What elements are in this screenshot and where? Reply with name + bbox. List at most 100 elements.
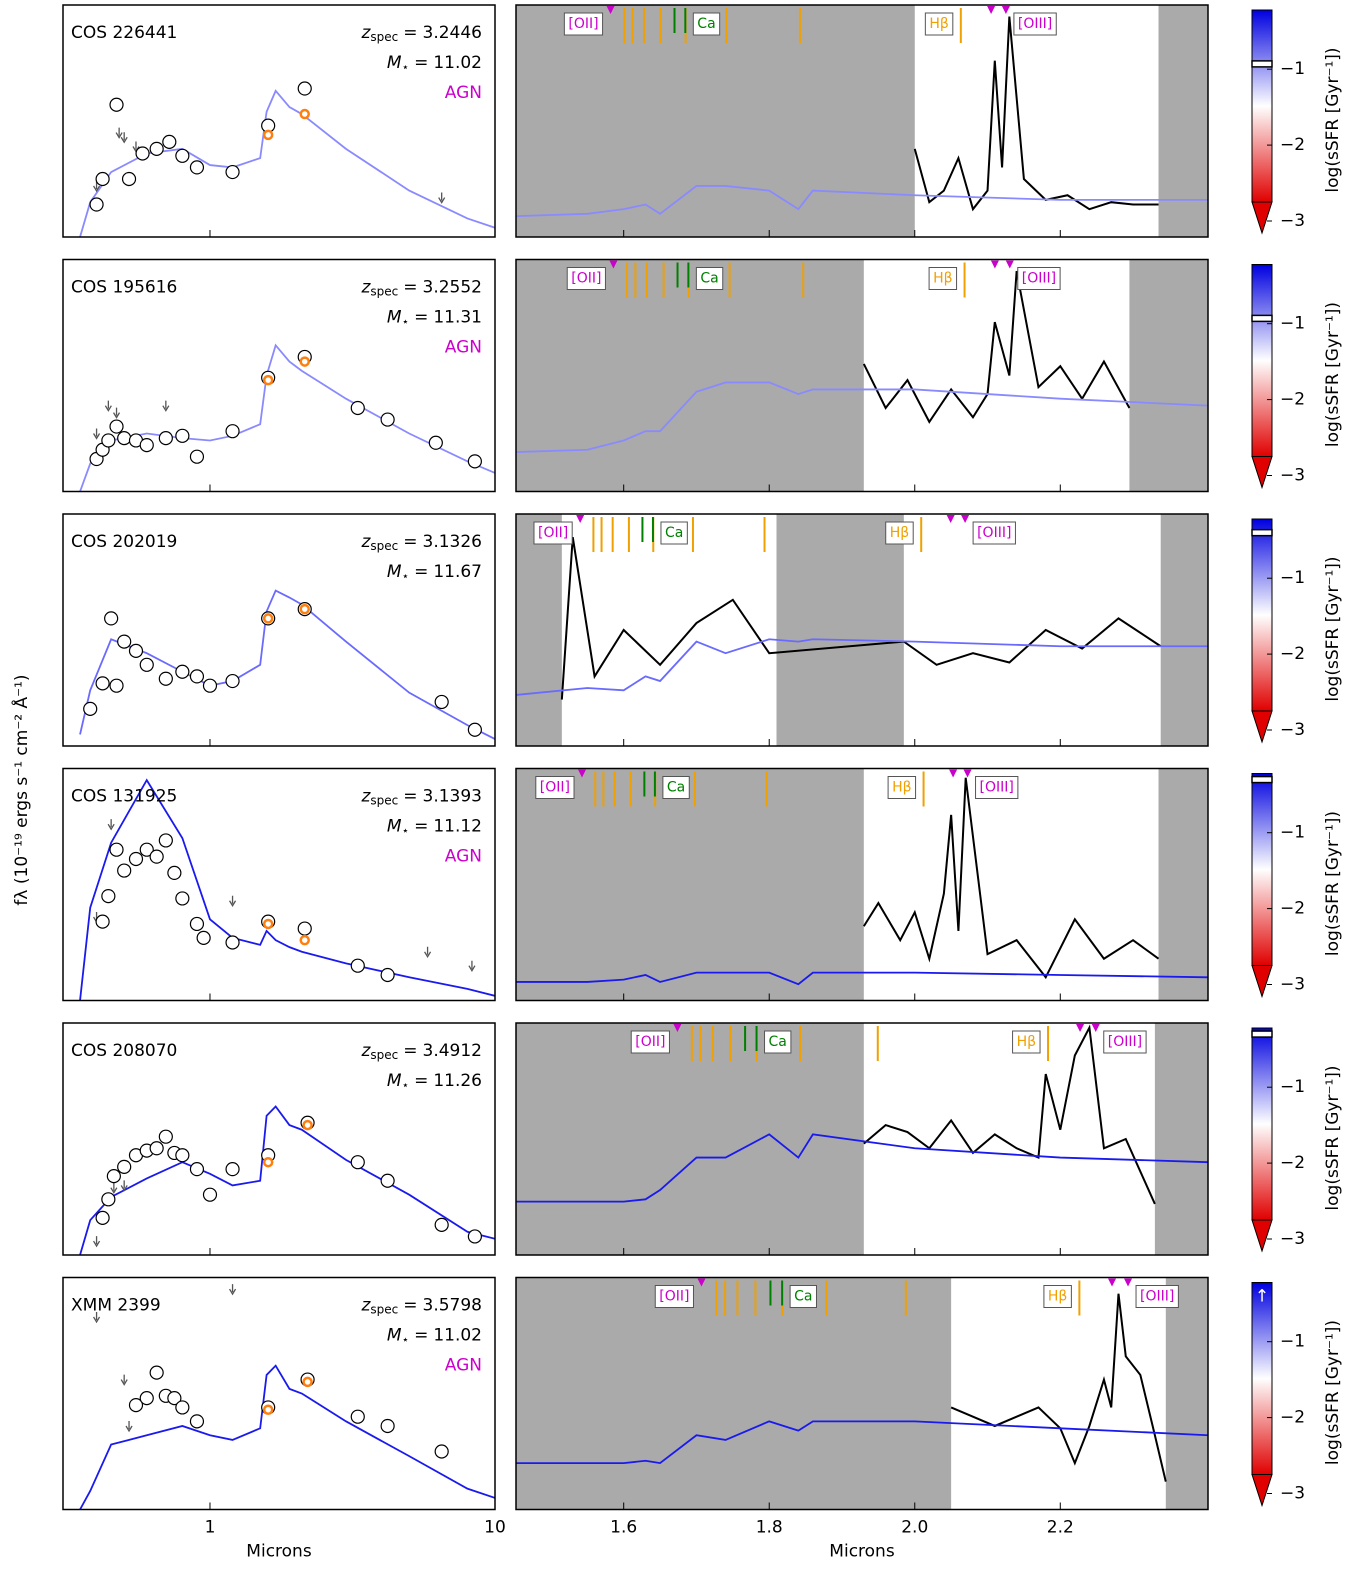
object-name: COS 131925: [71, 787, 177, 807]
photometry-point: [158, 1129, 173, 1144]
photometry-point: [175, 891, 190, 906]
colorbar-label: log(sSFR [Gyr⁻¹]): [1323, 47, 1343, 192]
upper-limit: [438, 192, 446, 204]
line-marker: [946, 515, 955, 523]
photometry-point: [467, 722, 482, 737]
x-tick-label: 1: [205, 1518, 216, 1538]
colorbar-tick-label: −3: [1280, 466, 1305, 486]
spectral-feature: Hβ: [1043, 1280, 1081, 1316]
photometry-point: [297, 921, 312, 936]
photometry-point: [139, 657, 154, 672]
upper-limit: [228, 895, 237, 908]
object-name: COS 202019: [71, 532, 177, 552]
feature-label-box: [924, 12, 954, 36]
spectral-feature: [OIII]: [946, 515, 1016, 545]
spectral-feature: Ca: [673, 8, 721, 36]
mass-value: 11.02: [433, 1326, 482, 1346]
redshift: zspec = 3.1326: [360, 532, 482, 553]
photometry-point: [121, 171, 137, 187]
colorbar-label: log(sSFR [Gyr⁻¹]): [1323, 556, 1343, 701]
photometry-point: [158, 671, 173, 686]
model-spectrum: [516, 381, 1208, 453]
object-name: COS 208070: [71, 1041, 177, 1061]
mass-value: 11.31: [433, 308, 482, 328]
photometry-point: [434, 1444, 449, 1459]
equals: =: [403, 787, 417, 807]
photometry-point: [428, 435, 443, 450]
redshift-symbol: z: [360, 1296, 371, 1316]
feature-label: Hβ: [892, 780, 911, 796]
mass-value: 11.02: [433, 53, 482, 73]
model-spectrum: [516, 971, 1208, 986]
x-axis-label: Microns: [829, 1542, 895, 1562]
photometry-point: [109, 419, 124, 434]
photometry-point: [95, 914, 110, 929]
model-spectrum: [516, 1420, 1208, 1465]
model-spectrum: [516, 185, 1208, 218]
redshift-subscript: spec: [370, 1048, 398, 1062]
photometry-point: [189, 449, 205, 464]
photometry-point: [467, 1229, 482, 1244]
photometry-point: [202, 678, 218, 693]
spectral-feature: [OIII]: [987, 6, 1057, 36]
photometry-point: [225, 673, 240, 689]
spectral-feature: [OII]: [654, 1278, 706, 1308]
feature-label-box: [789, 1285, 817, 1308]
model-photometry: [302, 1119, 313, 1131]
equals: =: [403, 278, 417, 298]
ssfr-marker: [1251, 1030, 1273, 1038]
line-marker: [609, 260, 618, 269]
photometry-point: [380, 1173, 395, 1188]
colorbar-tick-label: −2: [1280, 390, 1305, 410]
redshift-symbol: z: [360, 1041, 371, 1061]
spectrum-plot: [516, 514, 1208, 746]
redshift-subscript: spec: [370, 1302, 398, 1316]
photometry-point: [95, 1210, 110, 1225]
model-photometry: [262, 613, 274, 624]
object-name: COS 226441: [71, 23, 177, 43]
spectrum-frame: [515, 258, 1209, 493]
line-marker: [1108, 1278, 1117, 1287]
colorbar-label: log(sSFR [Gyr⁻¹]): [1323, 1320, 1343, 1465]
upper-limit: [125, 1420, 133, 1433]
stellar-mass: M⋆ = 11.67: [387, 562, 482, 583]
model-photometry: [299, 934, 310, 946]
observed-spectrum: [862, 270, 1131, 424]
colorbar-extension: [1251, 1219, 1273, 1253]
x-axis-label: Microns: [246, 1542, 312, 1562]
photometry-point: [109, 842, 124, 857]
agn-flag: AGN: [445, 847, 482, 867]
feature-label: Ca: [769, 1034, 787, 1050]
sed-plot: [79, 778, 495, 1001]
feature-label: [OIII]: [1022, 271, 1056, 287]
upper-limit: [107, 819, 115, 831]
feature-label: Ca: [667, 780, 685, 796]
upper-limit: [93, 428, 101, 440]
feature-label: [OII]: [568, 16, 598, 32]
sed-panel-bg: [63, 5, 495, 237]
photometry-point: [175, 428, 190, 443]
photometry-point: [167, 1391, 182, 1406]
photometry-point: [175, 1400, 190, 1415]
model-photometry: [262, 374, 274, 386]
spectral-feature: [OIII]: [990, 260, 1061, 290]
redshift-value: 3.2552: [423, 278, 482, 298]
model-photometry: [299, 603, 310, 615]
line-marker: [578, 769, 587, 778]
line-marker: [606, 6, 615, 14]
redshift-value: 3.2446: [423, 23, 482, 43]
photometry-point: [467, 454, 482, 469]
object-name: COS 195616: [71, 278, 177, 298]
feature-label-box: [928, 267, 958, 290]
feature-label: Hβ: [890, 525, 909, 541]
model-spectrum: [516, 1133, 1208, 1203]
ssfr-marker: [1251, 60, 1273, 68]
spectrum-plot: [516, 5, 1208, 237]
photometry-point: [139, 438, 154, 453]
spectral-feature: Ca: [744, 1026, 792, 1054]
feature-label-box: [630, 1030, 670, 1054]
photometry-point: [189, 1414, 205, 1429]
mass-subscript: ⋆: [402, 1332, 410, 1346]
photometry-point: [149, 141, 164, 156]
